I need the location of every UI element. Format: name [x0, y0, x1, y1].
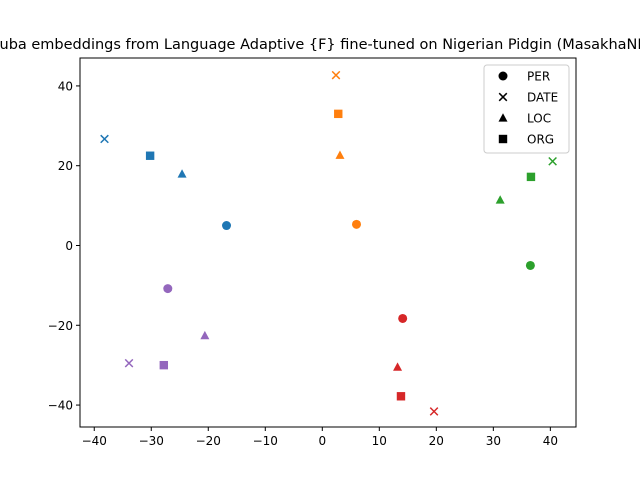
chart-title: Yoruba embeddings from Language Adaptive… [0, 37, 640, 53]
legend-label-per: PER [527, 70, 550, 84]
point-loc [495, 195, 505, 204]
point-org [334, 109, 343, 119]
point-date [331, 70, 341, 80]
x-tick-label: −10 [253, 434, 278, 448]
x-tick-label: −40 [82, 434, 107, 448]
point-date [429, 407, 439, 416]
point-date [100, 134, 109, 144]
legend-label-loc: LOC [527, 112, 551, 126]
x-tick-label: −30 [139, 434, 164, 448]
legend-label-org: ORG [527, 133, 554, 147]
legend-label-date: DATE [527, 91, 558, 105]
point-loc [200, 330, 210, 340]
legend-marker-date [498, 92, 508, 102]
point-per [352, 219, 362, 229]
x-tick-label: −20 [196, 434, 221, 448]
legend-marker-per [498, 71, 508, 81]
point-org [526, 172, 536, 182]
x-tick-label: 30 [486, 434, 501, 448]
point-org [396, 392, 406, 401]
y-tick-label: 40 [58, 79, 73, 93]
point-org [159, 360, 169, 370]
legend: PER DATE LOC ORG [483, 64, 570, 154]
point-loc [393, 362, 403, 371]
x-tick-label: 0 [318, 434, 326, 448]
legend-marker-org [498, 134, 508, 144]
data-points [100, 70, 557, 416]
y-tick-label: 20 [58, 159, 73, 173]
y-tick-label: −40 [48, 399, 73, 413]
point-org [145, 151, 155, 160]
point-per [398, 313, 408, 323]
x-tick-label: 40 [543, 434, 558, 448]
y-tick-label: 0 [65, 239, 73, 253]
x-tick-label: 10 [372, 434, 387, 448]
y-tick-label: −20 [48, 319, 73, 333]
axis-ticks: −40 −30 −20 −10 0 10 20 30 40 −40 −20 0 20 40 [48, 79, 558, 448]
point-per [222, 221, 232, 231]
point-loc [177, 169, 187, 178]
point-per [525, 260, 535, 270]
legend-box [483, 64, 570, 154]
point-date [548, 156, 557, 166]
point-per [163, 284, 173, 294]
point-date [124, 358, 134, 368]
plot-frame [79, 57, 577, 428]
point-loc [335, 150, 345, 159]
x-tick-label: 20 [429, 434, 444, 448]
legend-marker-loc [498, 113, 508, 122]
